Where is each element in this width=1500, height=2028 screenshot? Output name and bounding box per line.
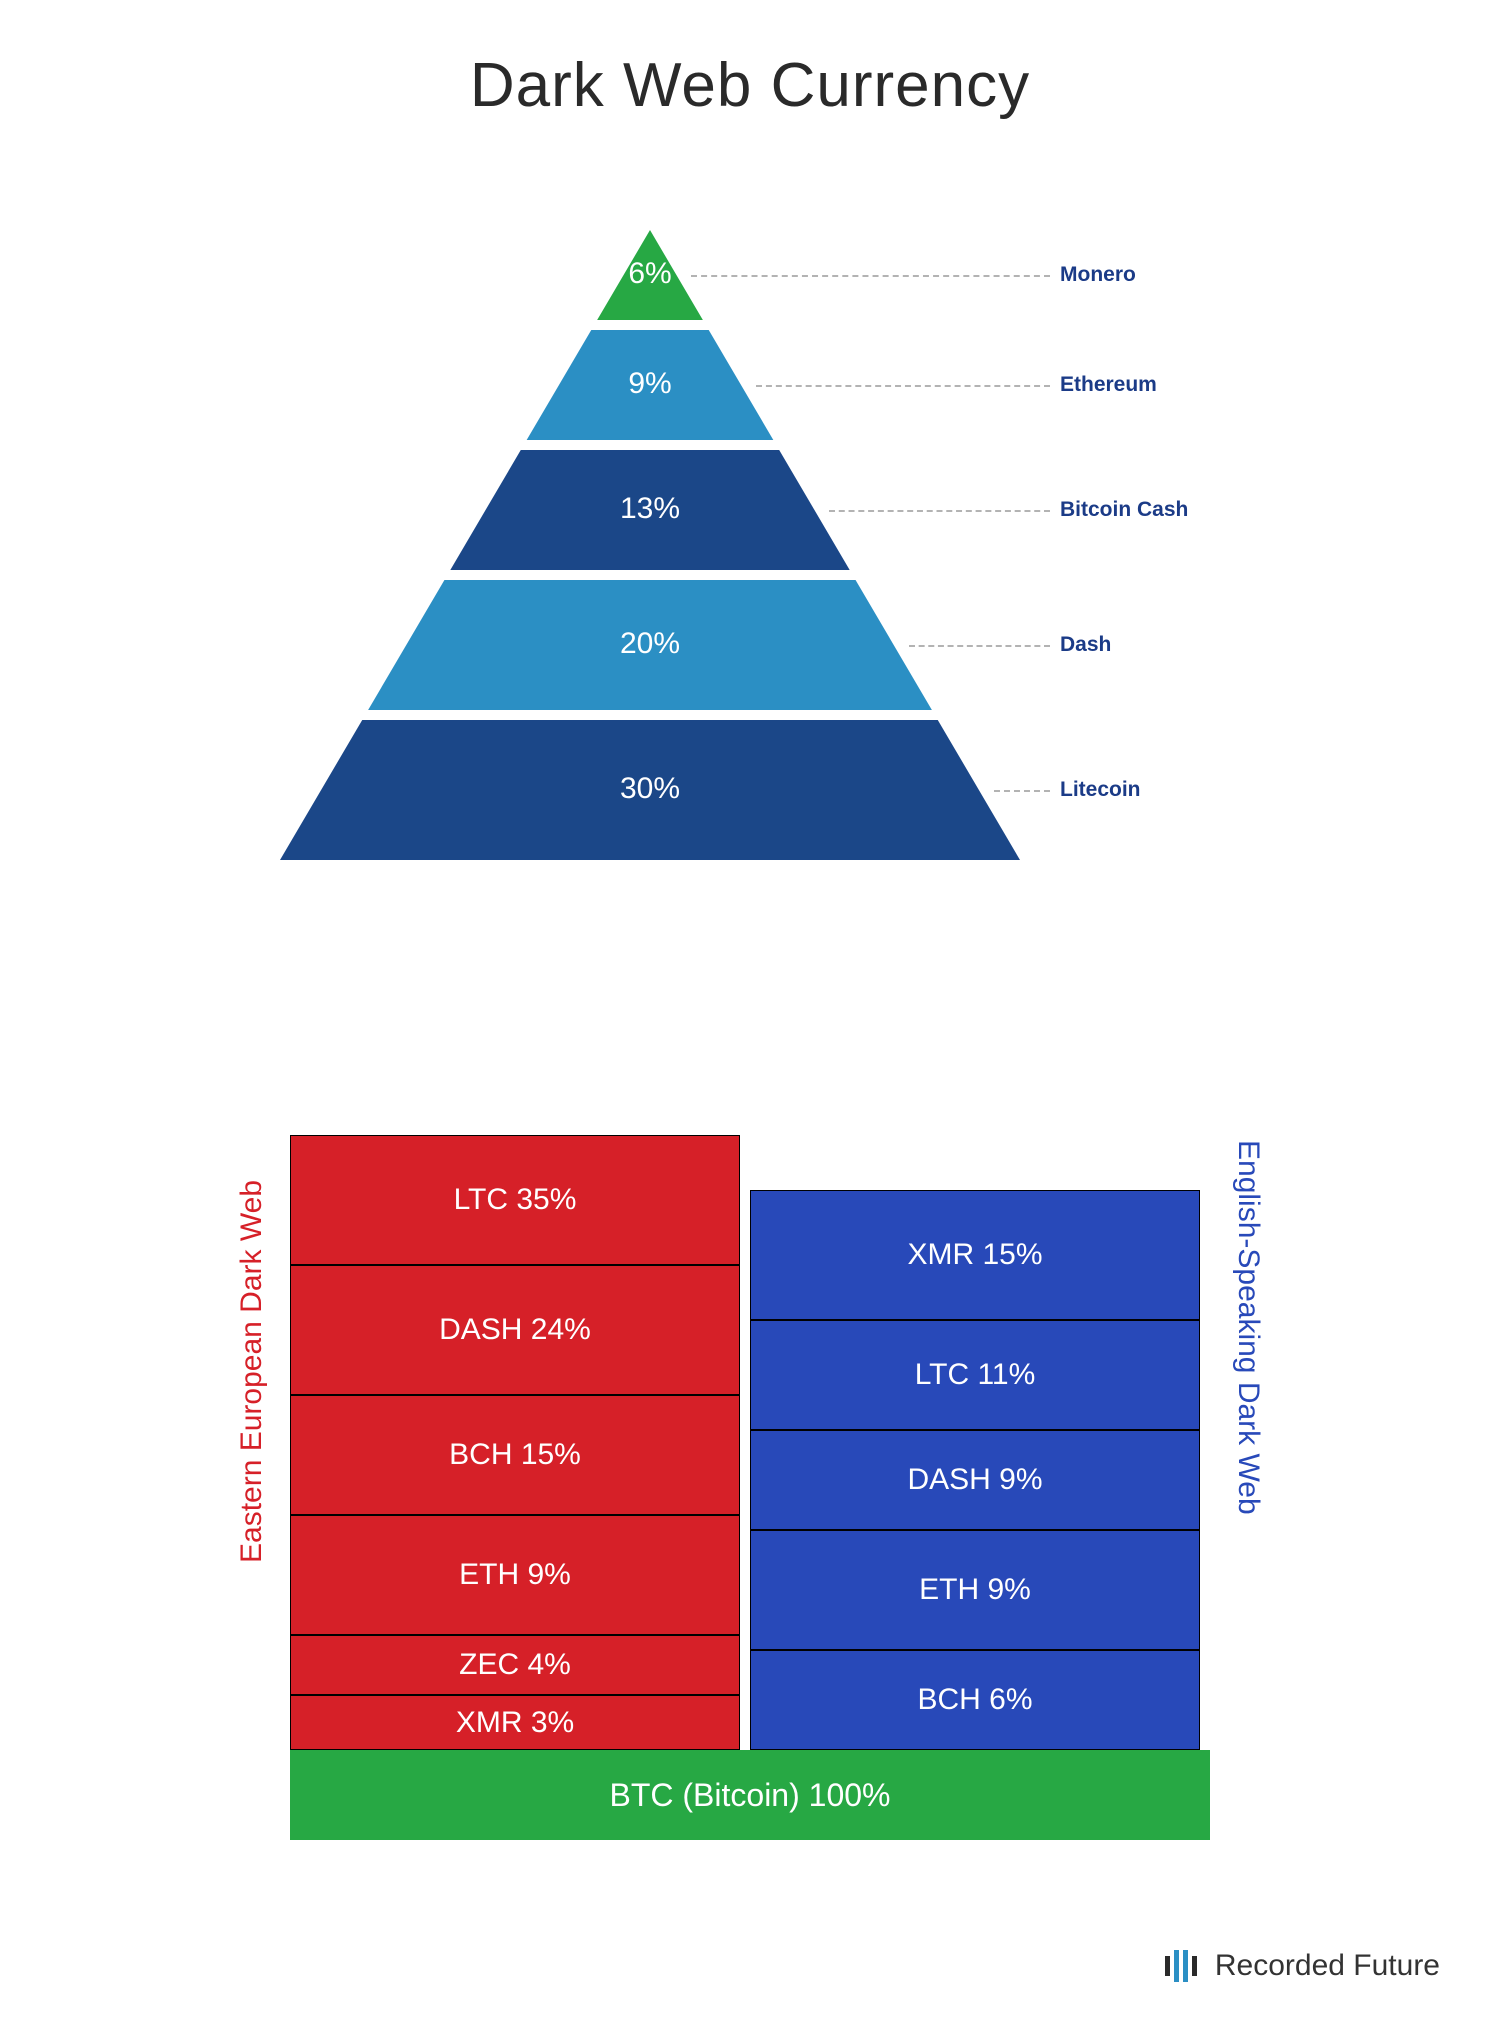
left-bar-column: LTC 35%DASH 24%BCH 15%ETH 9%ZEC 4%XMR 3% xyxy=(290,1135,740,1750)
bar-segment: BCH 15% xyxy=(290,1395,740,1515)
bar-segment: ETH 9% xyxy=(750,1530,1200,1650)
bar-segment: LTC 35% xyxy=(290,1135,740,1265)
footer: Recorded Future xyxy=(1159,1944,1440,1988)
left-axis-label: Eastern European Dark Web xyxy=(235,1180,269,1563)
bar-segment: DASH 24% xyxy=(290,1265,740,1395)
pyramid-percent-0: 6% xyxy=(550,257,750,291)
pyramid-name-2: Bitcoin Cash xyxy=(1060,498,1188,522)
stacked-bars: Eastern European Dark Web English-Speaki… xyxy=(290,960,1210,1840)
bar-segment: BCH 6% xyxy=(750,1650,1200,1750)
bar-segment: XMR 15% xyxy=(750,1190,1200,1320)
right-bar-column: XMR 15%LTC 11%DASH 9%ETH 9%BCH 6% xyxy=(750,1190,1200,1750)
base-bar: BTC (Bitcoin) 100% xyxy=(290,1750,1210,1840)
leader-line xyxy=(691,275,1050,277)
leader-line xyxy=(909,645,1050,647)
pyramid-name-3: Dash xyxy=(1060,633,1111,657)
pyramid-name-4: Litecoin xyxy=(1060,778,1141,802)
bar-segment: XMR 3% xyxy=(290,1695,740,1750)
brand-logo-icon xyxy=(1159,1944,1203,1988)
pyramid-percent-3: 20% xyxy=(550,627,750,661)
bar-segment: LTC 11% xyxy=(750,1320,1200,1430)
page-title: Dark Web Currency xyxy=(0,0,1500,121)
leader-line xyxy=(756,385,1050,387)
pyramid-name-0: Monero xyxy=(1060,263,1136,287)
pyramid-percent-1: 9% xyxy=(550,367,750,401)
leader-line xyxy=(829,510,1050,512)
brand-name: Recorded Future xyxy=(1215,1949,1440,1983)
bar-segment: DASH 9% xyxy=(750,1430,1200,1530)
pyramid-percent-2: 13% xyxy=(550,492,750,526)
pyramid-chart: 6% 9% 13% 20% 30% Monero Ethereum Bitcoi… xyxy=(280,230,1260,870)
bar-segment: ETH 9% xyxy=(290,1515,740,1635)
bar-segment: ZEC 4% xyxy=(290,1635,740,1695)
leader-line xyxy=(994,790,1050,792)
pyramid-percent-4: 30% xyxy=(550,772,750,806)
right-axis-label: English-Speaking Dark Web xyxy=(1231,1140,1265,1515)
pyramid-name-1: Ethereum xyxy=(1060,373,1157,397)
